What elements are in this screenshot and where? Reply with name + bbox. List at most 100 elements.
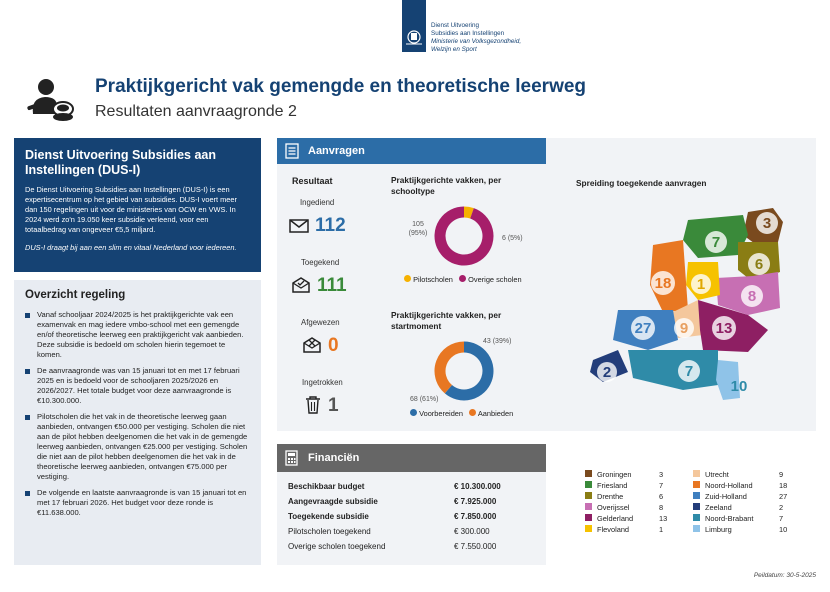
dus-body: De Dienst Uitvoering Subsidies aan Inste…	[25, 185, 237, 234]
legend-swatch-aanbieden	[469, 409, 477, 416]
legend-row-noord-brabant: Noord-Brabant 7	[693, 514, 783, 523]
legend-value-groningen: 3	[659, 470, 664, 479]
legend-value-flevoland: 1	[659, 525, 664, 534]
swatch-utrecht	[693, 470, 700, 477]
legend-label-overige: Overige scholen	[468, 275, 522, 284]
legend-swatch-voorbereiden	[410, 409, 417, 416]
legend-value-friesland: 7	[659, 481, 664, 490]
swatch-gelderland	[585, 514, 592, 521]
legend-name-groningen: Groningen	[597, 470, 632, 479]
legend-value-limburg: 10	[779, 525, 788, 534]
legend-swatch-overige	[459, 275, 467, 282]
page-subtitle: Resultaten aanvraagronde 2	[95, 103, 297, 120]
envelope-rejected-icon	[303, 337, 321, 353]
legend-row-overijssel: Overijssel 8	[585, 503, 663, 512]
legend-value-noord-holland: 18	[779, 481, 788, 490]
legend-row-groningen: Groningen 3	[585, 470, 663, 479]
legend-row-zuid-holland: Zuid-Holland 27	[693, 492, 787, 501]
legend-name-limburg: Limburg	[705, 525, 732, 534]
map-value-friesland: 7	[712, 234, 720, 251]
swatch-groningen	[585, 470, 592, 477]
legend-value-drenthe: 6	[659, 492, 664, 501]
fin-value-overige: € 7.550.000	[454, 542, 497, 551]
overzicht-regeling: Overzicht regeling Vanaf schooljaar 2024…	[14, 280, 261, 565]
label-bubble-noord-holland	[651, 271, 675, 295]
overzicht-title: Overzicht regeling	[25, 289, 126, 301]
map-value-flevoland: 1	[697, 276, 705, 293]
map-value-gelderland: 13	[716, 320, 733, 337]
label-bubble-overijssel	[741, 285, 763, 307]
legend-name-flevoland: Flevoland	[597, 525, 630, 534]
province-limburg	[716, 360, 740, 400]
map-value-zuid-holland: 27	[635, 320, 652, 337]
legend-value-noord-brabant: 7	[779, 514, 784, 523]
label-bubble-zuid-holland	[631, 316, 655, 340]
swatch-friesland	[585, 481, 592, 488]
netherlands-map: 3 7 6 8 13 1 9 18 27 2 7 10	[590, 208, 783, 400]
swatch-flevoland	[585, 525, 592, 532]
document-icon	[285, 143, 299, 159]
aanvragen-header-label: Aanvragen	[308, 145, 365, 157]
legend-name-utrecht: Utrecht	[705, 470, 729, 479]
ingetrokken-value: 1	[328, 395, 339, 416]
legend-row-noord-holland: Noord-Holland 18	[693, 481, 787, 490]
legend-name-friesland: Friesland	[597, 481, 628, 490]
map-value-noord-holland: 18	[655, 275, 672, 292]
legend-value-utrecht: 9	[779, 470, 784, 479]
legend-row-friesland: Friesland 7	[585, 481, 663, 490]
fin-label-aangevraagd: Aangevraagde subsidie	[288, 497, 378, 506]
legend-swatch-pilotscholen	[404, 275, 411, 282]
overzicht-item: De aanvraagronde was van 15 januari tot …	[25, 366, 250, 406]
label-bubble-flevoland	[691, 274, 711, 294]
legend-row-drenthe: Drenthe 6	[585, 492, 663, 501]
map-value-zeeland: 2	[603, 364, 611, 381]
chart-schooltype-legend: Pilotscholen Overige scholen	[404, 275, 522, 284]
overzicht-item: Vanaf schooljaar 2024/2025 is het prakti…	[25, 310, 250, 360]
legend-name-zeeland: Zeeland	[705, 503, 732, 512]
afgewezen-value: 0	[328, 335, 339, 356]
swatch-overijssel	[585, 503, 592, 510]
calculator-icon	[285, 450, 298, 466]
swatch-noord-brabant	[693, 514, 700, 521]
afgewezen-label: Afgewezen	[301, 318, 340, 327]
chart-startmoment-legend: Voorbereiden Aanbieden	[410, 409, 513, 418]
ingediend-value: 112	[315, 215, 346, 236]
legend-name-noord-brabant: Noord-Brabant	[705, 514, 754, 523]
label-bubble-zeeland	[597, 362, 617, 382]
financien-table: Beschikbaar budget € 10.300.000 Aangevra…	[277, 472, 546, 565]
fin-label-toegekend: Toegekende subsidie	[288, 512, 369, 521]
label-bubble-friesland	[705, 231, 727, 253]
legend-row-gelderland: Gelderland 13	[585, 514, 667, 523]
chart-schooltype-donut	[434, 206, 494, 266]
label-bubble-utrecht	[674, 318, 694, 338]
ingediend-label: Ingediend	[300, 198, 335, 207]
chart-schooltype-title: Praktijkgerichte vakken, per schooltype	[391, 175, 502, 196]
fin-value-aangevraagd: € 7.925.000	[454, 497, 497, 506]
organisation-name: Dienst Uitvoering Subsidies aan Instelli…	[431, 22, 521, 54]
swatch-noord-holland	[693, 481, 700, 488]
envelope-icon	[289, 219, 309, 233]
dus-tagline: DUS-I draagt bij aan een slim en vitaal …	[25, 243, 237, 252]
envelope-check-icon	[292, 277, 310, 293]
overzicht-item: Pilotscholen die het vak in de theoretis…	[25, 412, 250, 482]
chart-startmoment-label-aanbieden: 43 (39%)	[483, 338, 512, 345]
legend-name-gelderland: Gelderland	[597, 514, 634, 523]
swatch-zeeland	[693, 503, 700, 510]
map-value-drenthe: 6	[755, 256, 763, 273]
fin-value-pilot: € 300.000	[454, 527, 490, 536]
ministry-line-1: Ministerie van Volksgezondheid,	[431, 38, 522, 45]
dus-title: Dienst Uitvoering Subsidies aan Instelli…	[25, 148, 217, 177]
crest-icon	[406, 30, 422, 45]
toegekend-value: 111	[317, 275, 347, 296]
page-title: Praktijkgericht vak gemengde en theoreti…	[95, 76, 587, 97]
org-line-1: Dienst Uitvoering	[431, 22, 479, 29]
trash-icon	[306, 396, 320, 414]
province-noord-brabant	[628, 350, 718, 390]
label-bubble-gelderland	[712, 316, 736, 340]
swatch-drenthe	[585, 492, 592, 499]
fin-value-beschikbaar: € 10.300.000	[454, 482, 501, 491]
legend-row-zeeland: Zeeland 2	[693, 503, 783, 512]
ingetrokken-label: Ingetrokken	[302, 378, 343, 387]
fin-label-pilot: Pilotscholen toegekend	[288, 527, 371, 536]
legend-name-overijssel: Overijssel	[597, 503, 630, 512]
